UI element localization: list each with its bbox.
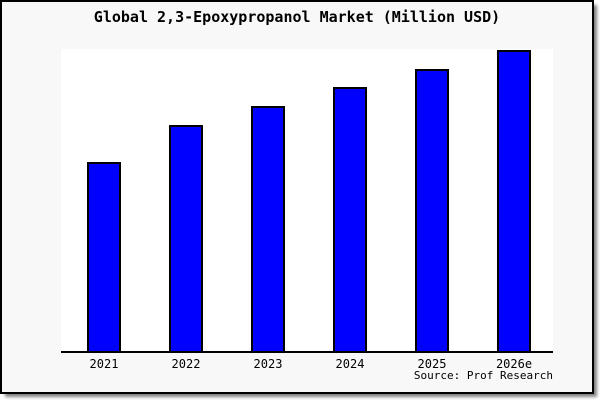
plot-area: [61, 49, 553, 353]
x-tick-label-2022: 2022: [171, 357, 201, 371]
x-tick-label-2025: 2025: [417, 357, 447, 371]
bar-2026e: [497, 50, 531, 351]
bar-2021: [87, 162, 121, 351]
source-credit: Source: Prof Research: [413, 369, 553, 382]
x-tick-label-2026e: 2026e: [495, 357, 533, 371]
bar-2025: [415, 69, 449, 351]
chart-title: Global 2,3-Epoxypropanol Market (Million…: [93, 8, 501, 26]
x-tick-label-2021: 2021: [89, 357, 119, 371]
x-tick-label-2023: 2023: [253, 357, 283, 371]
bar-2024: [333, 87, 367, 351]
bar-2023: [251, 106, 285, 351]
x-tick-label-2024: 2024: [335, 357, 365, 371]
bar-2022: [169, 125, 203, 351]
chart-frame: Global 2,3-Epoxypropanol Market (Million…: [0, 0, 594, 394]
